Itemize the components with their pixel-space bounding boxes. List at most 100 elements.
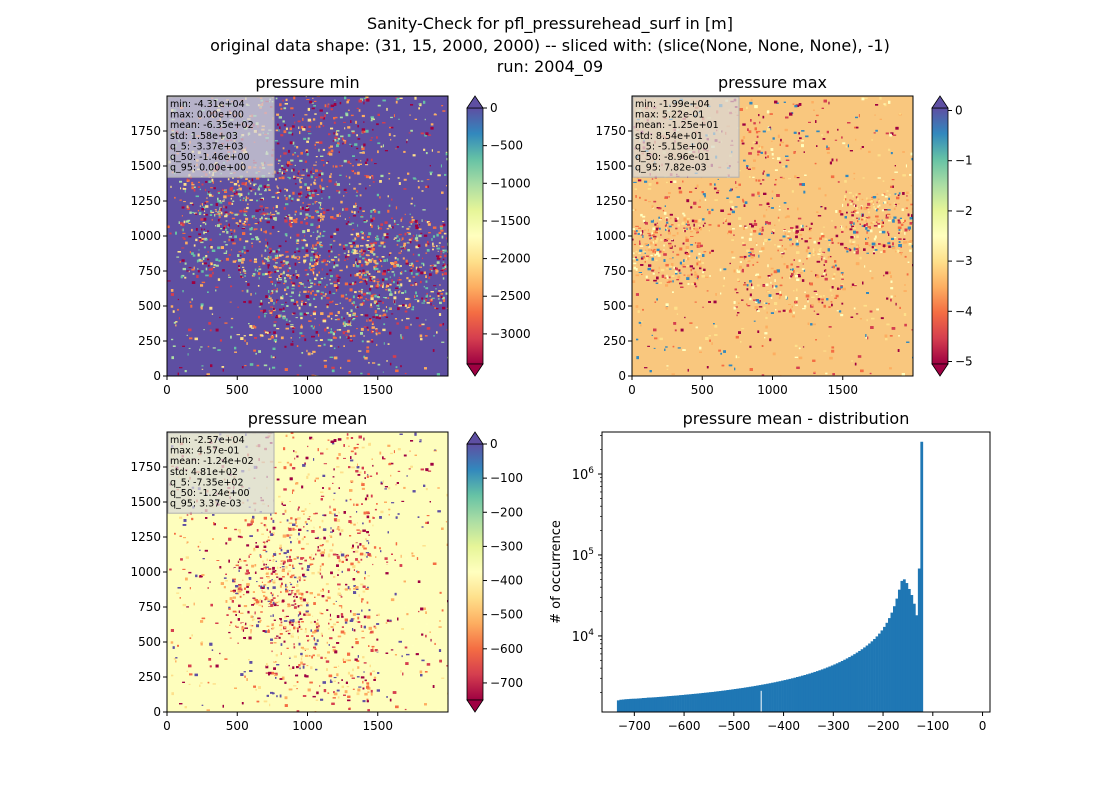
histogram-bar [666, 696, 670, 712]
histogram-panel: pressure mean - distribution −700 −600 −500… [549, 409, 991, 733]
histogram-bar [746, 687, 750, 712]
histogram-bar [659, 696, 662, 712]
y-tick-label: 750 [603, 264, 626, 278]
histogram-bar [766, 683, 769, 712]
histogram-bar [674, 695, 677, 712]
histogram-bar [912, 603, 916, 712]
histogram-bar [656, 697, 660, 712]
colorbar-tick-label: −3000 [490, 327, 531, 341]
colorbar-tick-label: −1500 [490, 214, 531, 228]
colorbar-tick-label: 0 [490, 437, 498, 451]
histogram-bar [649, 697, 653, 712]
y-tick-label: 750 [138, 600, 161, 614]
histogram-bar [783, 680, 787, 712]
histogram-bar [708, 692, 712, 712]
histogram-bar [855, 652, 859, 712]
x-tick-label: 1500 [827, 383, 858, 397]
y-tick-label: 1500 [130, 495, 161, 509]
colorbar-tick-label: −2000 [490, 252, 531, 266]
histogram-bar [838, 662, 842, 712]
histogram-bar [803, 675, 807, 712]
stats-line: std: 8.54e+01 [635, 131, 703, 142]
histogram-bar [878, 633, 881, 712]
histogram-bar [743, 687, 747, 712]
colorbar-tick-label: −300 [490, 539, 523, 553]
colorbar [466, 107, 484, 365]
x-tick-label: 1500 [362, 719, 393, 733]
y-tick-label: 104 [572, 628, 595, 645]
colorbar-tick-label: −4 [955, 304, 973, 318]
histogram-bar [751, 686, 755, 712]
histogram-bar [905, 583, 909, 712]
x-tick-label: 500 [226, 383, 249, 397]
histogram-bar [820, 669, 824, 712]
histogram-bar [883, 626, 886, 712]
colorbar-extend-min [466, 699, 484, 713]
histogram-bar [753, 685, 757, 712]
histogram-bar [721, 690, 725, 712]
x-tick-label: −700 [618, 719, 651, 733]
histogram-bar [701, 692, 705, 712]
histogram-bar [917, 568, 921, 712]
colorbar-extend-max [466, 431, 484, 445]
histogram-bar [616, 700, 620, 712]
histogram-bar [728, 689, 732, 712]
x-tick-label: 1500 [362, 383, 393, 397]
colorbar-tick-label: −1000 [490, 176, 531, 190]
histogram-bar [761, 684, 764, 712]
x-tick-label: −500 [717, 719, 750, 733]
figure-title-line-2: original data shape: (31, 15, 2000, 2000… [210, 36, 890, 55]
x-tick-label: 0 [979, 719, 987, 733]
histogram-bars [616, 441, 924, 712]
colorbar-extend-min [466, 363, 484, 377]
histogram-bar [833, 664, 837, 712]
stats-line: q_50: -1.24e+00 [170, 488, 250, 499]
histogram-bar [888, 618, 891, 712]
colorbar [931, 107, 949, 365]
stats-line: min: -2.57e+04 [170, 435, 245, 446]
histogram-bar [818, 670, 822, 712]
stats-line: q_50: -1.46e+00 [170, 152, 250, 163]
histogram-bar [733, 689, 737, 712]
panel-title: pressure mean - distribution [683, 409, 910, 428]
x-tick-label: 0 [163, 719, 171, 733]
histogram-bar [639, 698, 643, 712]
stats-line: min: -1.99e+04 [635, 99, 710, 110]
histogram-bar [893, 606, 896, 712]
histogram-bar [798, 676, 802, 712]
y-tick-label: 250 [138, 334, 161, 348]
x-tick-label: −100 [916, 719, 949, 733]
x-tick-label: −200 [867, 719, 900, 733]
histogram-bar [845, 658, 849, 712]
colorbar-tick-label: −500 [490, 608, 523, 622]
stats-line: q_95: 0.00e+00 [170, 163, 246, 174]
stats-line: min: -4.31e+04 [170, 99, 245, 110]
histogram-bar [843, 659, 847, 712]
histogram-bar [689, 694, 692, 712]
colorbar-tick-label: −400 [490, 574, 523, 588]
colorbar-tick-label: −500 [490, 139, 523, 153]
histogram-bar [644, 697, 648, 712]
y-tick-label: 0 [153, 369, 161, 383]
histogram-bar [636, 698, 640, 712]
colorbar-tick-label: 0 [490, 101, 498, 115]
histogram-bar [848, 657, 852, 712]
histogram-bar [815, 671, 819, 712]
x-tick-label: 1000 [292, 383, 323, 397]
y-tick-label: 500 [138, 299, 161, 313]
histogram-bar [716, 691, 720, 712]
stats-line: max: 4.57e-01 [170, 446, 239, 457]
stats-line: mean: -1.24e+02 [170, 456, 254, 467]
histogram-bar [723, 690, 727, 712]
stats-line: q_95: 7.82e-03 [635, 163, 707, 174]
histogram-bar [629, 698, 633, 712]
stats-line: max: 0.00e+00 [170, 110, 244, 121]
histogram-bar [776, 681, 779, 712]
panel-title: pressure mean [248, 409, 368, 428]
stats-line: q_5: -3.37e+03 [170, 141, 244, 152]
histogram-bar [825, 667, 829, 712]
y-tick-label: 106 [572, 466, 595, 483]
histogram-bar [703, 692, 707, 712]
histogram-bar [823, 668, 827, 712]
histogram-bar [860, 649, 864, 712]
